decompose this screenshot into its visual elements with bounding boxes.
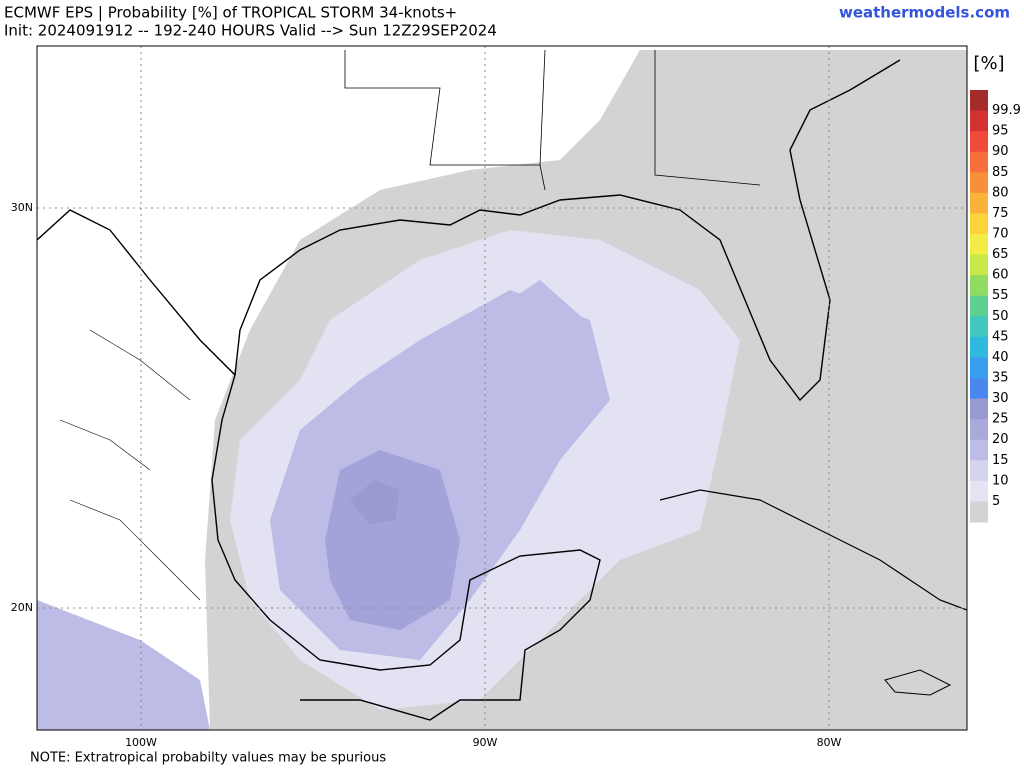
legend-swatch [970, 172, 988, 194]
legend-label: 65 [992, 247, 1009, 262]
legend-swatch [970, 460, 988, 482]
legend-label: 90 [992, 144, 1009, 159]
legend-unit: [%] [973, 53, 1004, 74]
legend-swatch [970, 131, 988, 153]
legend-label: 45 [992, 329, 1009, 344]
legend-label: 60 [992, 268, 1009, 283]
legend-label: 75 [992, 206, 1009, 221]
legend-label: 20 [992, 432, 1009, 447]
legend-label: 40 [992, 350, 1009, 365]
legend-label: 55 [992, 288, 1009, 303]
legend: 99.9 95 90 85 80 75 70 65 60 55 50 45 40 35 30 25 20 15 10… [970, 90, 1021, 523]
legend-swatch [970, 378, 988, 400]
legend-swatch [970, 110, 988, 132]
lon-label: 80W [817, 736, 842, 749]
legend-label: 30 [992, 391, 1009, 406]
legend-label: 15 [992, 453, 1009, 468]
legend-swatch [970, 151, 988, 173]
legend-swatch [970, 213, 988, 235]
lat-label: 20N [11, 601, 33, 614]
lat-label: 30N [11, 201, 33, 214]
legend-swatch [970, 254, 988, 276]
legend-label: 95 [992, 124, 1009, 139]
legend-swatch [970, 234, 988, 256]
legend-label: 5 [992, 494, 1000, 509]
legend-swatch [970, 295, 988, 317]
legend-swatch [970, 316, 988, 338]
legend-swatch [970, 501, 988, 523]
lon-label: 90W [473, 736, 498, 749]
subtitle: Init: 2024091912 -- 192-240 HOURS Valid … [4, 22, 497, 40]
lon-label: 100W [125, 736, 157, 749]
legend-label: 10 [992, 473, 1009, 488]
title: ECMWF EPS | Probability [%] of TROPICAL … [4, 4, 457, 22]
legend-swatch [970, 357, 988, 379]
legend-swatch [970, 90, 988, 112]
legend-label: 25 [992, 412, 1009, 427]
site-link[interactable]: weathermodels.com [839, 4, 1010, 22]
note: NOTE: Extratropical probabilty values ma… [30, 751, 386, 766]
legend-swatch [970, 192, 988, 214]
legend-label: 80 [992, 185, 1009, 200]
legend-swatch [970, 480, 988, 502]
legend-label: 50 [992, 309, 1009, 324]
legend-label: 35 [992, 371, 1009, 386]
legend-swatch [970, 275, 988, 297]
legend-label: 85 [992, 165, 1009, 180]
legend-label: 70 [992, 227, 1009, 242]
legend-swatch [970, 398, 988, 420]
legend-swatch [970, 439, 988, 461]
legend-swatch [970, 336, 988, 358]
legend-label: 99.9 [992, 103, 1021, 118]
map: 30N 20N 100W 90W 80W [11, 45, 968, 749]
legend-swatch [970, 419, 988, 441]
